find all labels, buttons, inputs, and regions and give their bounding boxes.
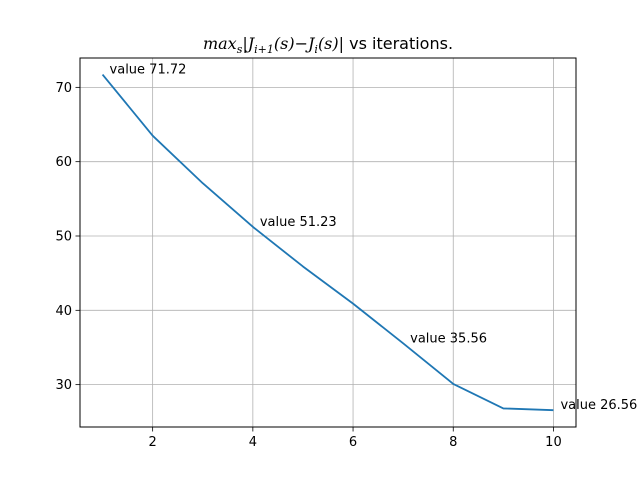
x-tick-label: 4: [249, 435, 257, 450]
grid: [80, 58, 576, 427]
title-abs-open: |J: [242, 34, 255, 53]
x-tick-label: 6: [349, 435, 357, 450]
y-tick-label: 30: [55, 378, 72, 393]
data-annotation: value 35.56: [410, 331, 487, 346]
title-mid-b: (s)−J: [274, 34, 316, 53]
x-tick-label: 2: [149, 435, 157, 450]
y-tick-label: 60: [55, 155, 72, 170]
series-line: [101, 73, 554, 412]
y-tick-label: 70: [55, 81, 72, 96]
axis-ticks: 2 4 6 8 10 30 40 50 60 70: [55, 81, 561, 450]
annotations: value 71.72 value 51.23 value 35.56 value 2…: [110, 63, 638, 414]
data-annotation: value 26.56: [560, 398, 637, 413]
title-abs-close: (s)|: [318, 34, 344, 53]
title-max-sub: s: [237, 43, 243, 56]
title-max: max: [203, 34, 237, 53]
title-sub-b: i: [314, 43, 318, 56]
title-suffix: vs iterations.: [344, 34, 453, 53]
series-layer: [101, 73, 554, 412]
data-annotation: value 71.72: [110, 63, 187, 78]
y-tick-label: 50: [55, 229, 72, 244]
title-sub-a: i+1: [254, 43, 274, 56]
plot-frame: [79, 57, 577, 428]
x-tick-label: 8: [449, 435, 457, 450]
y-tick-label: 40: [55, 304, 72, 319]
chart-title: maxs|Ji+1(s)−Ji(s)| vs iterations.: [203, 34, 453, 56]
x-tick-label: 10: [545, 435, 562, 450]
data-annotation: value 51.23: [260, 215, 337, 230]
